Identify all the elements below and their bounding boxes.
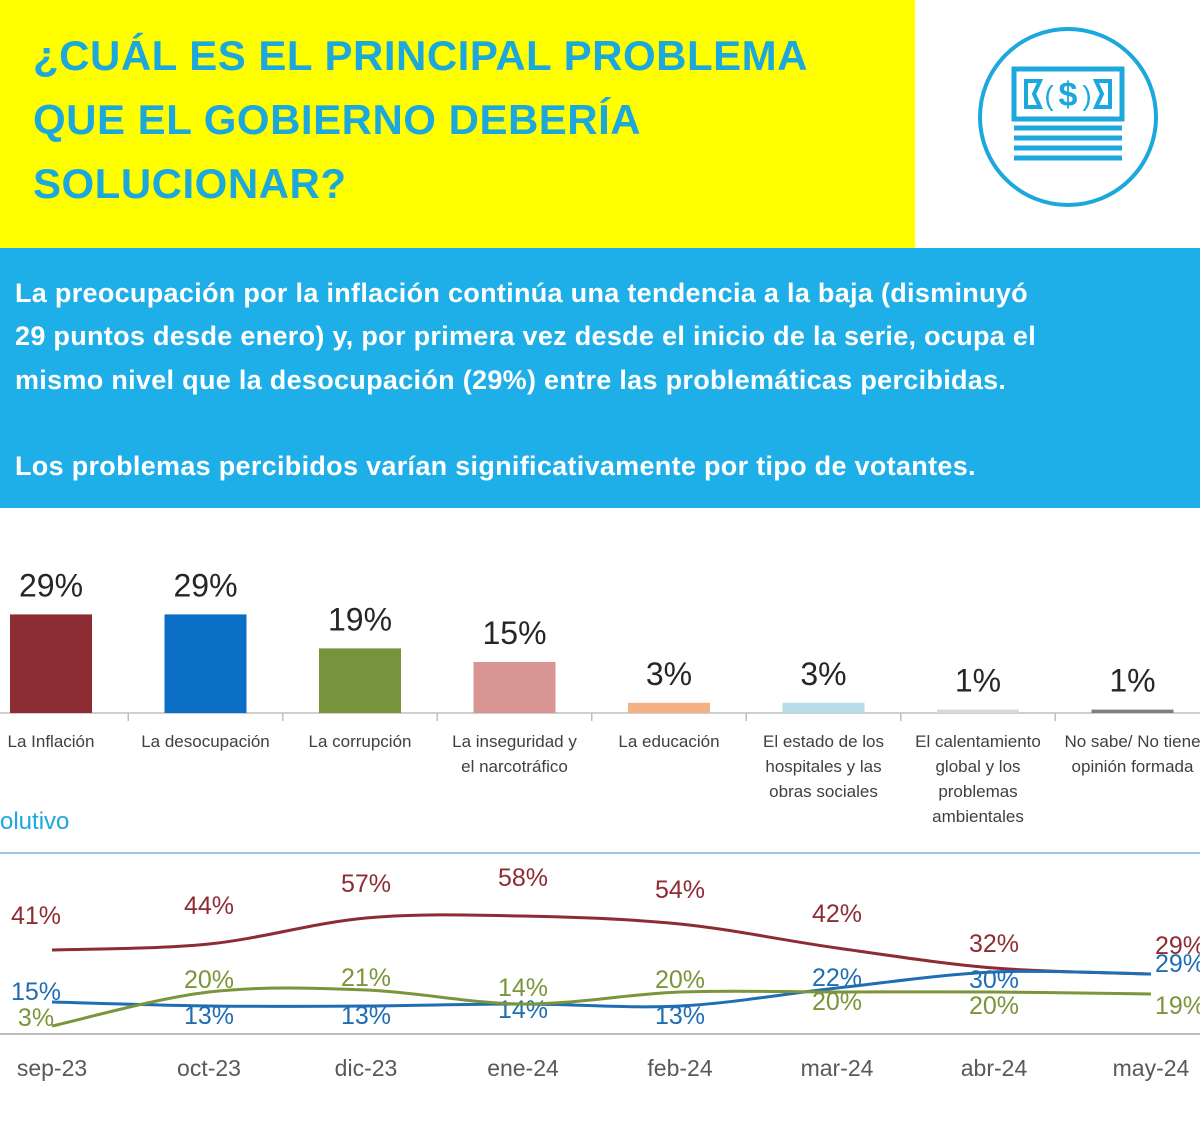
line-x-tick-label: sep-23 [17, 1055, 87, 1081]
summary-line-2: 29 puntos desde enero) y, por primera ve… [15, 321, 1037, 351]
line-data-label: 14% [498, 996, 548, 1024]
svg-text:(: ( [1044, 80, 1054, 111]
bar-7 [1091, 709, 1174, 713]
line-data-label: 21% [341, 964, 391, 992]
bar-value-label: 3% [800, 656, 846, 692]
line-data-label: 54% [655, 876, 705, 904]
line-x-tick-label: dic-23 [335, 1055, 398, 1081]
bar-value-label: 15% [482, 615, 546, 651]
line-data-label: 30% [969, 966, 1019, 994]
bar-category-label: el narcotráfico [461, 757, 568, 776]
line-data-label: 41% [11, 902, 61, 930]
page-title-line-1: ¿CUÁL ES EL PRINCIPAL PROBLEMA [33, 32, 808, 79]
bar-category-label: problemas [938, 782, 1017, 801]
page-title-line-3: SOLUCIONAR? [33, 160, 347, 207]
bar-category-label: global y los [935, 757, 1020, 776]
bar-3 [473, 662, 556, 713]
line-data-label: 13% [341, 1002, 391, 1030]
line-x-tick-label: oct-23 [177, 1055, 241, 1081]
line-data-label: 29% [1155, 950, 1200, 978]
bar-5 [782, 702, 865, 713]
summary-band: La preocupación por la inflación continú… [0, 248, 1200, 508]
svg-text:): ) [1082, 80, 1091, 111]
header-banner: ¿CUÁL ES EL PRINCIPAL PROBLEMA QUE EL GO… [0, 0, 915, 248]
bar-4 [628, 702, 710, 713]
bar-category-label: La desocupación [141, 732, 270, 751]
line-x-tick-label: mar-24 [801, 1055, 874, 1081]
bar-value-label: 19% [328, 601, 392, 637]
bar-category-label: El estado de los [763, 732, 884, 751]
line-x-tick-label: may-24 [1113, 1055, 1190, 1081]
bar-value-label: 29% [173, 567, 237, 603]
bar-0 [10, 614, 92, 713]
line-series-1 [51, 969, 1152, 1009]
bar-6 [937, 709, 1019, 713]
bar-category-label: La inseguridad y [452, 732, 577, 751]
summary-note: Los problemas percibidos varían signific… [15, 451, 976, 481]
bar-category-label: No sabe/ No tiene [1064, 732, 1200, 751]
line-data-label: 13% [655, 1002, 705, 1030]
bar-category-label: hospitales y las [765, 757, 881, 776]
line-x-tick-label: abr-24 [961, 1055, 1028, 1081]
svg-text:$: $ [1059, 76, 1078, 114]
bar-value-label: 1% [955, 663, 1001, 699]
page-title-line-2: QUE EL GOBIERNO DEBERÍA [33, 96, 642, 143]
bar-value-label: 1% [1109, 663, 1155, 699]
bar-category-label: La educación [618, 732, 719, 751]
line-data-label: 58% [498, 864, 548, 892]
bar-2 [319, 648, 401, 713]
line-data-label: 32% [969, 930, 1019, 958]
bar-category-label: opinión formada [1072, 757, 1194, 776]
bar-value-label: 3% [646, 656, 692, 692]
line-data-label: 42% [812, 900, 862, 928]
line-data-label: 19% [1155, 992, 1200, 1020]
bar-category-label: El calentamiento [915, 732, 1041, 751]
bar-category-label: obras sociales [769, 782, 878, 801]
bar-value-label: 29% [19, 567, 83, 603]
line-data-label: 44% [184, 892, 234, 920]
line-data-label: 20% [655, 966, 705, 994]
line-series-0 [51, 913, 1152, 976]
line-x-tick-label: ene-24 [487, 1055, 559, 1081]
bar-chart: 29% La Inflación 29% La desocupación 19% La c… [0, 567, 1200, 826]
bar-category-label: La corrupción [308, 732, 411, 751]
line-series-2 [51, 986, 1152, 1028]
line-data-label: 20% [184, 966, 234, 994]
line-data-label: 3% [18, 1004, 54, 1032]
line-data-label: 15% [11, 978, 61, 1006]
summary-line-1: La preocupación por la inflación continú… [15, 278, 1028, 308]
line-data-label: 20% [969, 992, 1019, 1020]
line-data-label: 20% [812, 988, 862, 1016]
line-x-tick-label: feb-24 [647, 1055, 712, 1081]
bar-category-label: La Inflación [8, 732, 95, 751]
money-bill-icon: $ ( ) [976, 25, 1160, 209]
line-data-label: 14% [498, 974, 548, 1002]
bar-1 [164, 614, 247, 713]
line-data-label: 29% [1155, 932, 1200, 960]
line-data-label: 57% [341, 870, 391, 898]
line-data-label: 13% [184, 1002, 234, 1030]
summary-line-3: mismo nivel que la desocupación (29%) en… [15, 365, 1007, 395]
line-chart: 41% 44% 57% 58% 54% 42% 32% 29% 15% 13% 13% 14% 13% 2… [0, 852, 1200, 1081]
section-label: olutivo [0, 808, 70, 835]
line-data-label: 22% [812, 964, 862, 992]
bar-category-label: ambientales [932, 807, 1024, 826]
